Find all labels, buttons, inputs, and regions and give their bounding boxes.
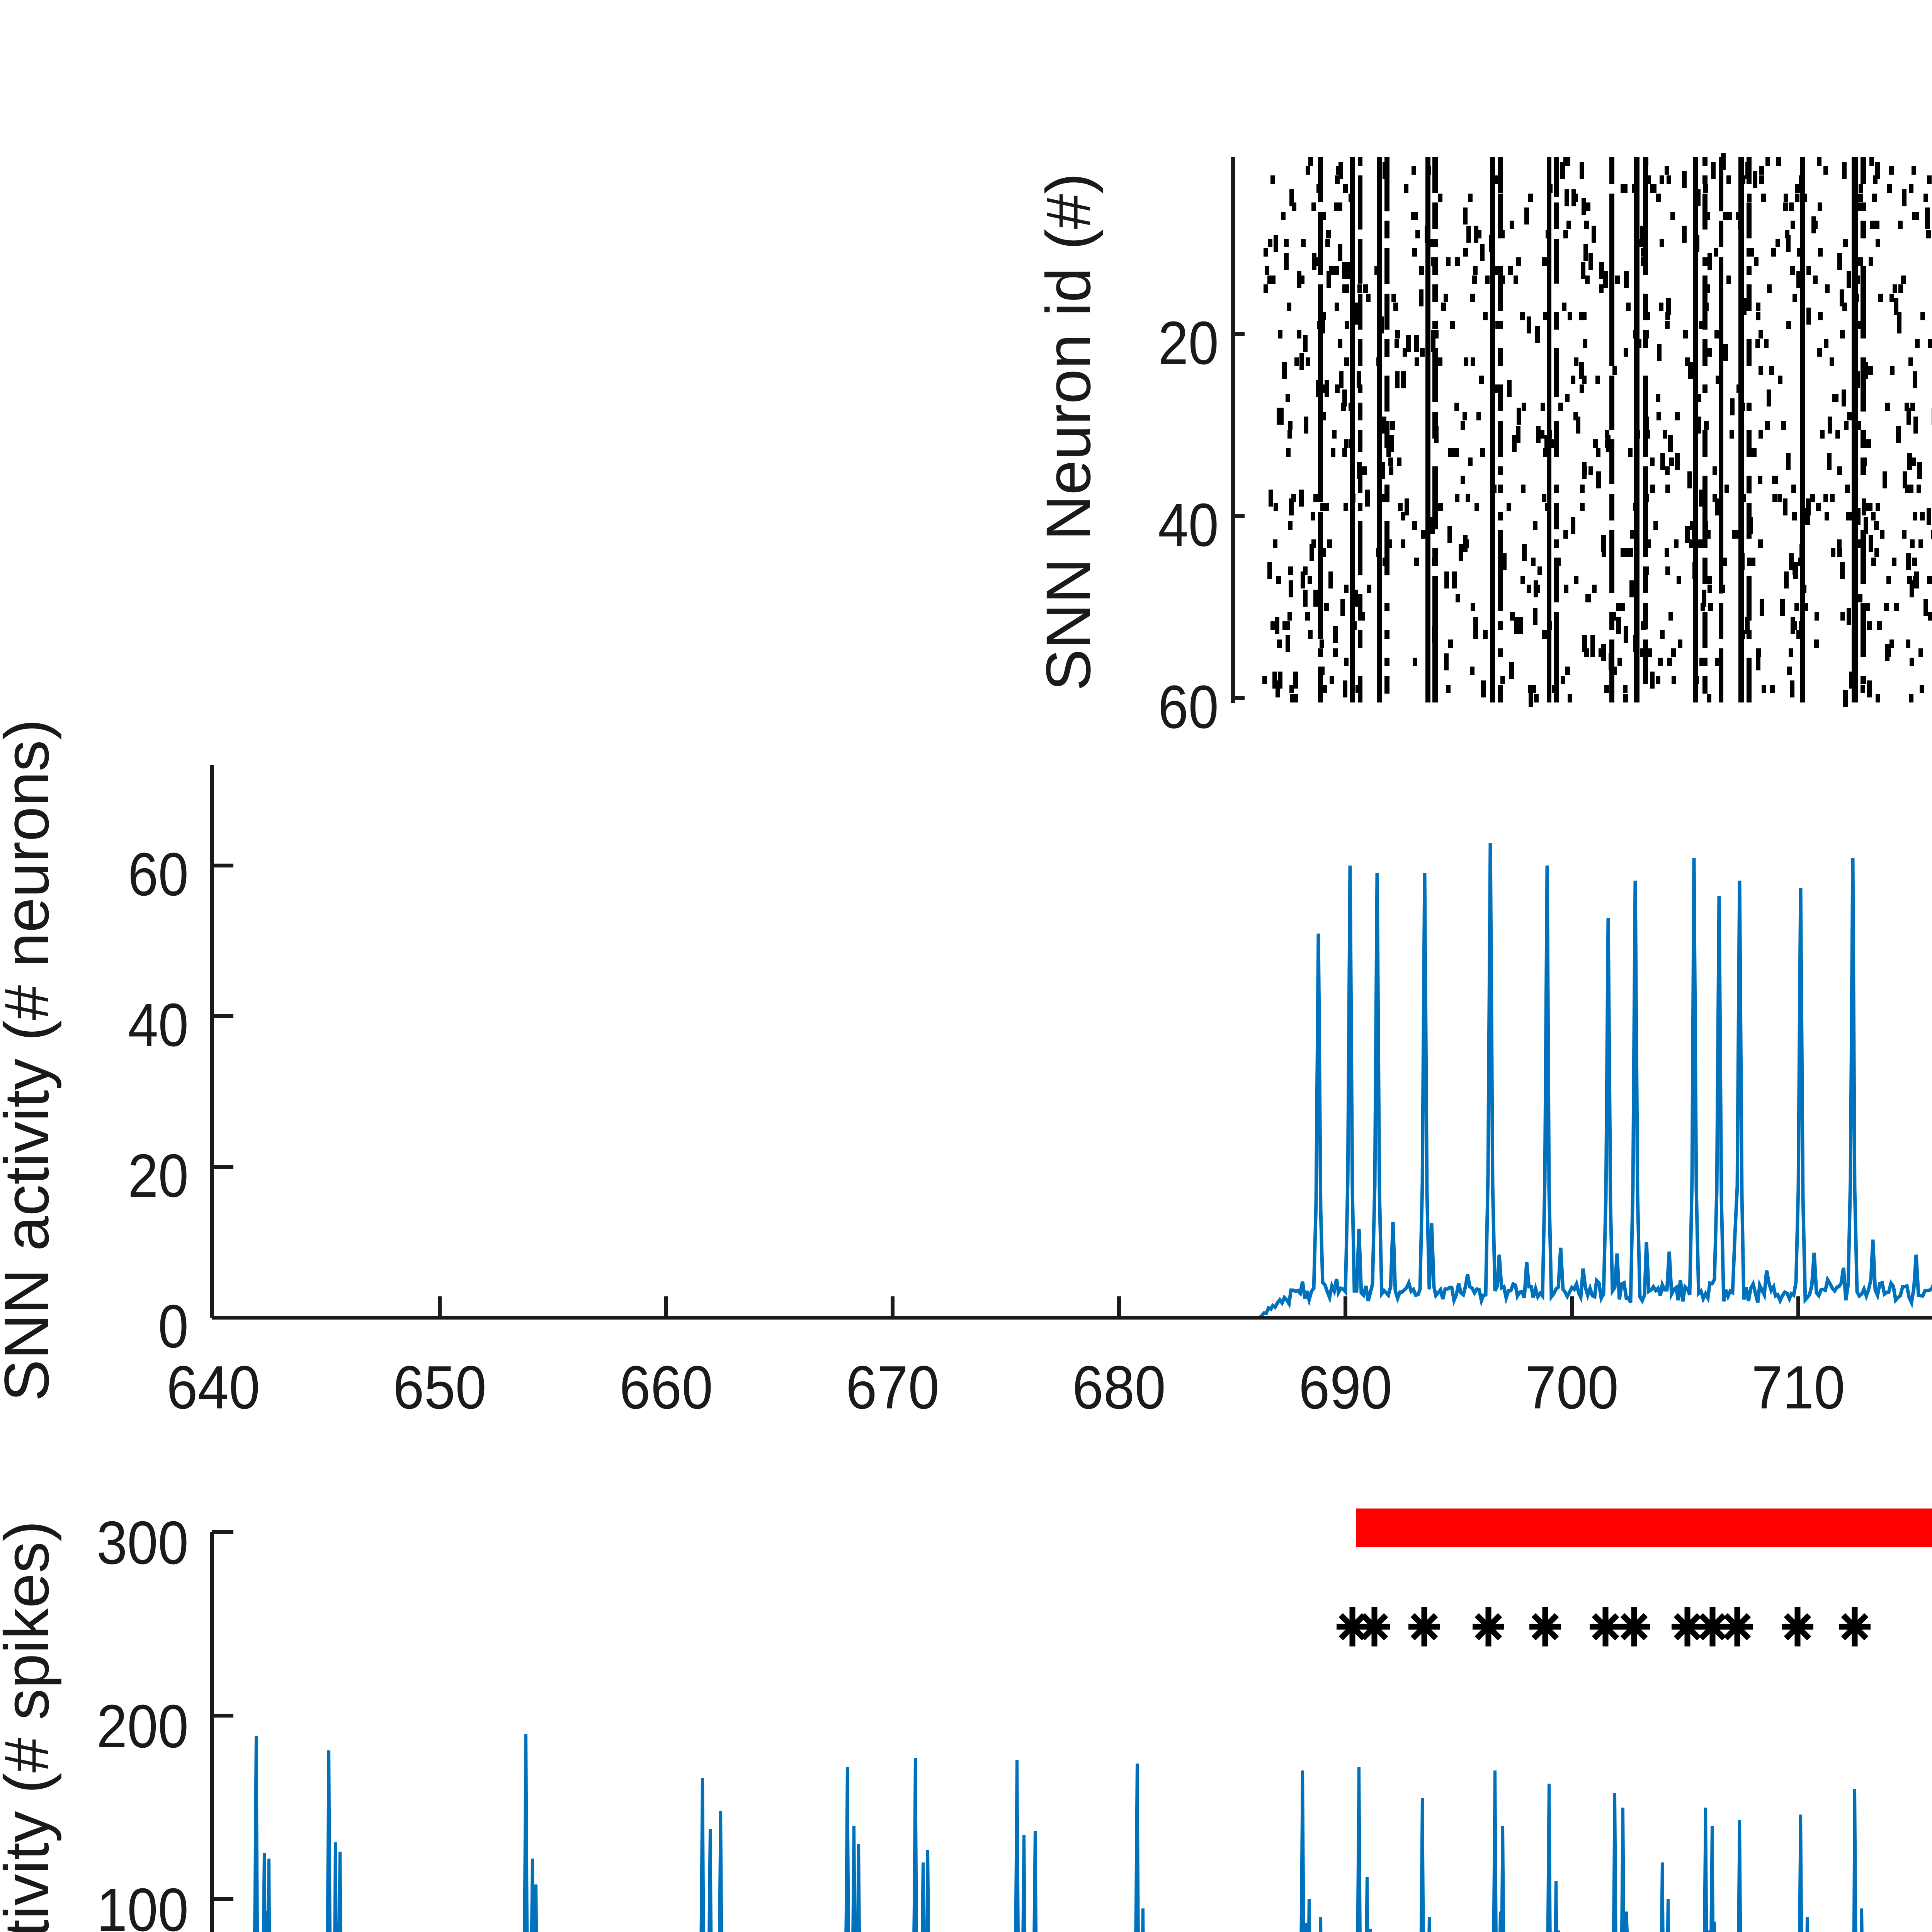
svg-text:710: 710 [1752,1354,1845,1422]
svg-text:40: 40 [1158,491,1219,559]
svg-text:SNN Neuron id (#): SNN Neuron id (#) [1033,173,1104,691]
svg-text:20: 20 [1158,309,1219,377]
svg-text:690: 690 [1299,1354,1392,1422]
svg-text:SNN activity (# neurons): SNN activity (# neurons) [0,719,62,1401]
svg-text:200: 200 [97,1692,189,1760]
svg-text:100: 100 [97,1876,189,1932]
svg-text:40: 40 [128,991,189,1059]
svg-text:640: 640 [167,1354,260,1422]
svg-text:60: 60 [1158,673,1219,741]
svg-text:680: 680 [1072,1354,1166,1422]
svg-text:20: 20 [128,1142,189,1210]
svg-text:700: 700 [1525,1354,1619,1422]
svg-text:BNN activity (# spikes): BNN activity (# spikes) [0,1520,62,1932]
svg-text:650: 650 [393,1354,486,1422]
svg-text:660: 660 [619,1354,713,1422]
svg-text:670: 670 [846,1354,939,1422]
svg-text:300: 300 [97,1509,189,1577]
svg-text:0: 0 [158,1293,189,1361]
svg-text:60: 60 [128,840,189,908]
